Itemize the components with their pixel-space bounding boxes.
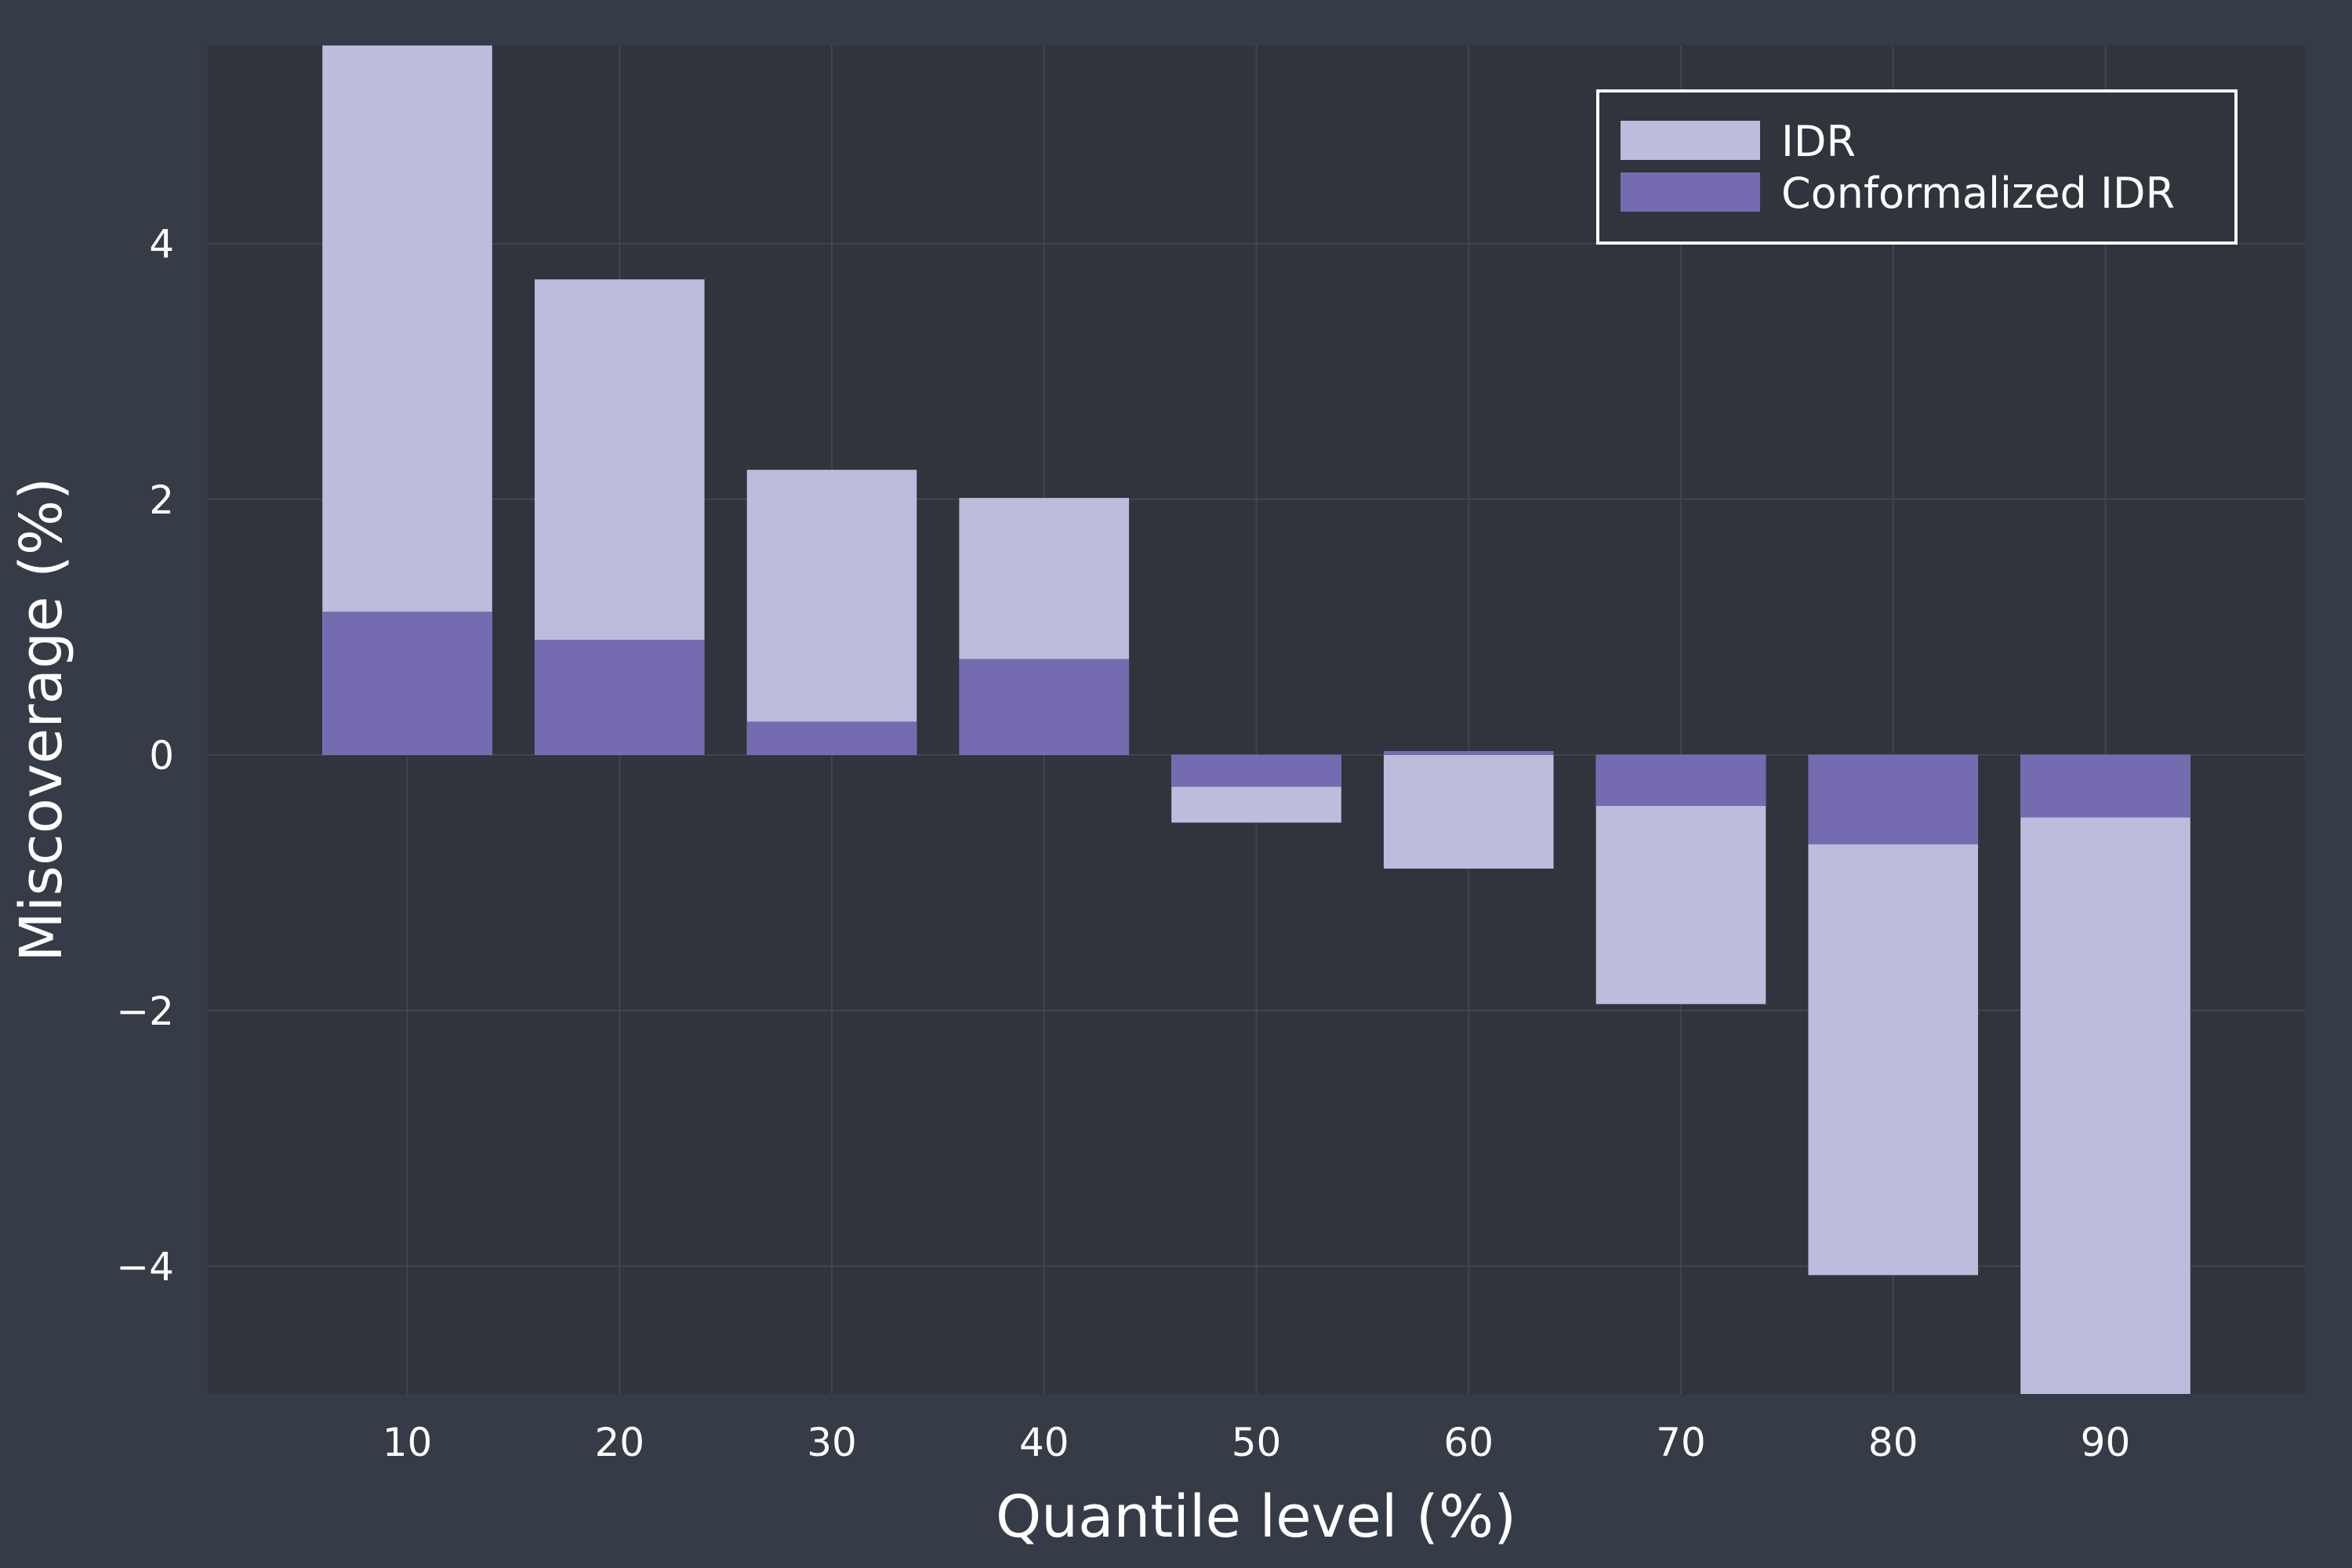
x-tick-label: 10 xyxy=(383,1420,433,1465)
bar-conformalized-idr-30 xyxy=(746,721,917,755)
x-tick-label: 40 xyxy=(1019,1420,1069,1465)
y-axis-label: Miscoverage (%) xyxy=(8,477,75,962)
bar-conformalized-idr-10 xyxy=(322,612,492,755)
legend-swatch-idr xyxy=(1621,121,1760,160)
bar-conformalized-idr-40 xyxy=(959,659,1130,755)
x-tick-label: 50 xyxy=(1232,1420,1282,1465)
bar-conformalized-idr-50 xyxy=(1171,754,1341,787)
bar-conformalized-idr-70 xyxy=(1595,754,1766,807)
x-tick-label: 80 xyxy=(1868,1420,1918,1465)
bar-conformalized-idr-80 xyxy=(1808,754,1979,844)
y-tick-label: 0 xyxy=(149,733,174,779)
y-tick-label: −2 xyxy=(116,989,174,1034)
x-tick-label: 60 xyxy=(1443,1420,1494,1465)
bar-conformalized-idr-20 xyxy=(534,640,705,755)
legend-label-conformalized-idr: Conformalized IDR xyxy=(1781,169,2175,218)
bar-idr-90 xyxy=(2020,754,2190,1394)
legend-box xyxy=(1596,89,2238,245)
legend-swatch-conformalized-idr xyxy=(1621,172,1760,212)
x-tick-label: 20 xyxy=(594,1420,644,1465)
bar-conformalized-idr-90 xyxy=(2020,754,2190,818)
x-tick-label: 30 xyxy=(807,1420,857,1465)
y-tick-label: 4 xyxy=(149,222,174,267)
x-tick-label: 90 xyxy=(2081,1420,2131,1465)
x-axis-label: Quantile level (%) xyxy=(996,1483,1516,1551)
tick-labels: 10 20 30 40 50 60 70 80 90 −4 −2 0 2 4 xyxy=(116,222,2130,1465)
legend-label-idr: IDR xyxy=(1781,117,1856,166)
legend: IDR Conformalized IDR xyxy=(1596,89,2238,245)
y-tick-label: −4 xyxy=(116,1244,174,1290)
y-tick-label: 2 xyxy=(149,477,174,523)
bars xyxy=(322,45,2190,1394)
bar-idr-30 xyxy=(746,470,917,755)
bar-idr-60 xyxy=(1383,754,1554,869)
bar-conformalized-idr-60 xyxy=(1383,750,1554,755)
x-tick-label: 70 xyxy=(1656,1420,1706,1465)
